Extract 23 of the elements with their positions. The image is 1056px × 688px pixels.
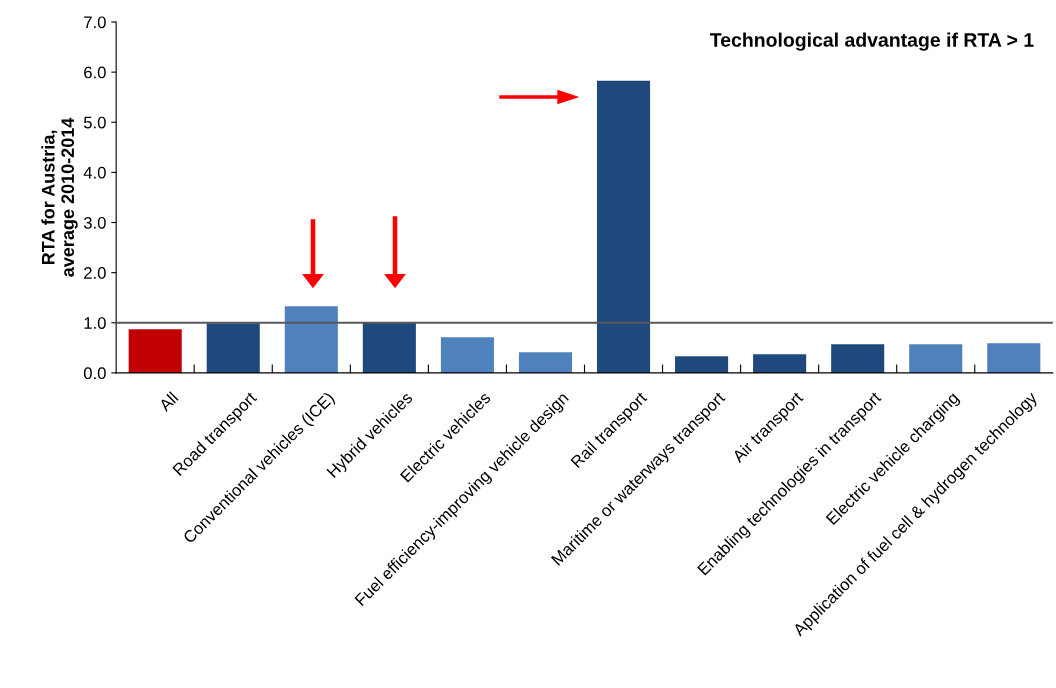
bar <box>987 343 1041 373</box>
y-tick-label: 3.0 <box>83 216 106 229</box>
bar <box>518 352 573 373</box>
y-axis-title: RTA for Austria, average 2010-2014 <box>41 117 78 277</box>
bar <box>753 354 807 373</box>
bar <box>362 322 416 373</box>
y-tick-label: 5.0 <box>83 116 106 129</box>
bar <box>440 337 494 373</box>
y-tick-label: 1.0 <box>84 317 106 329</box>
bar <box>675 356 729 373</box>
x-tick-label: All <box>157 391 179 413</box>
bar <box>206 323 260 373</box>
bar <box>596 80 651 373</box>
y-tick-label: 7.0 <box>84 16 106 29</box>
bar <box>284 306 338 373</box>
annotation: Technological advantage if RTA > 1 <box>710 32 1034 51</box>
bar <box>831 344 885 373</box>
y-tick-label: 2.0 <box>84 267 106 279</box>
y-tick-label: 0.0 <box>83 367 106 380</box>
y-tick-label: 6.0 <box>84 66 106 79</box>
bar <box>128 329 182 373</box>
y-tick-label: 4.0 <box>83 166 106 179</box>
bar <box>909 344 963 373</box>
